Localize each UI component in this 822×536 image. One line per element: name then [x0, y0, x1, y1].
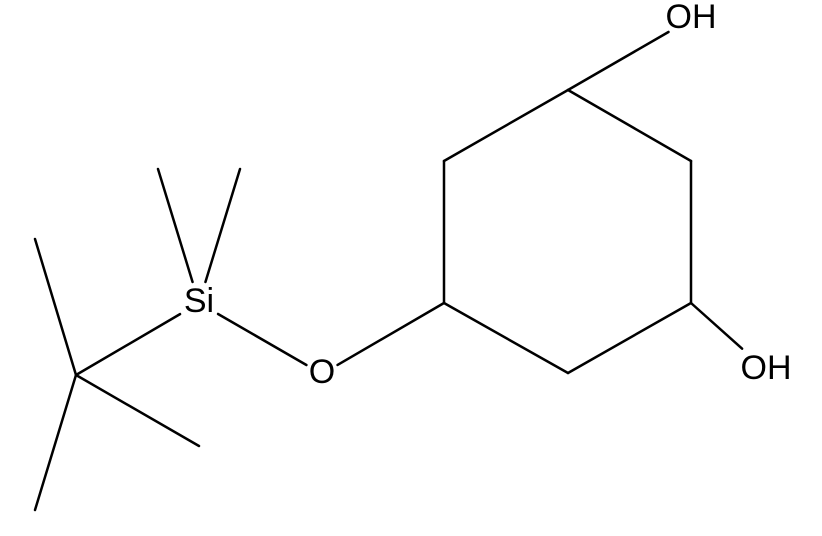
- bond: [35, 239, 76, 375]
- atom-label-OH_top: OH: [666, 0, 717, 36]
- bond-layer: [35, 32, 742, 510]
- bond: [568, 90, 691, 161]
- bond: [158, 169, 193, 282]
- atom-label-O: O: [309, 353, 335, 391]
- bond: [205, 169, 240, 282]
- molecule-diagram: OH OH O Si: [0, 0, 822, 536]
- bond: [444, 303, 568, 373]
- atom-label-OH_bottom: OH: [741, 349, 792, 387]
- bond: [218, 314, 306, 365]
- atom-label-Si: Si: [184, 282, 214, 320]
- bond: [444, 90, 568, 161]
- bond: [76, 314, 180, 375]
- atom-layer: OH OH O Si: [184, 0, 792, 391]
- bond: [568, 32, 668, 90]
- bond: [568, 303, 691, 373]
- bond: [338, 303, 444, 365]
- bond: [691, 303, 742, 349]
- bond: [35, 375, 76, 510]
- bond: [76, 375, 199, 446]
